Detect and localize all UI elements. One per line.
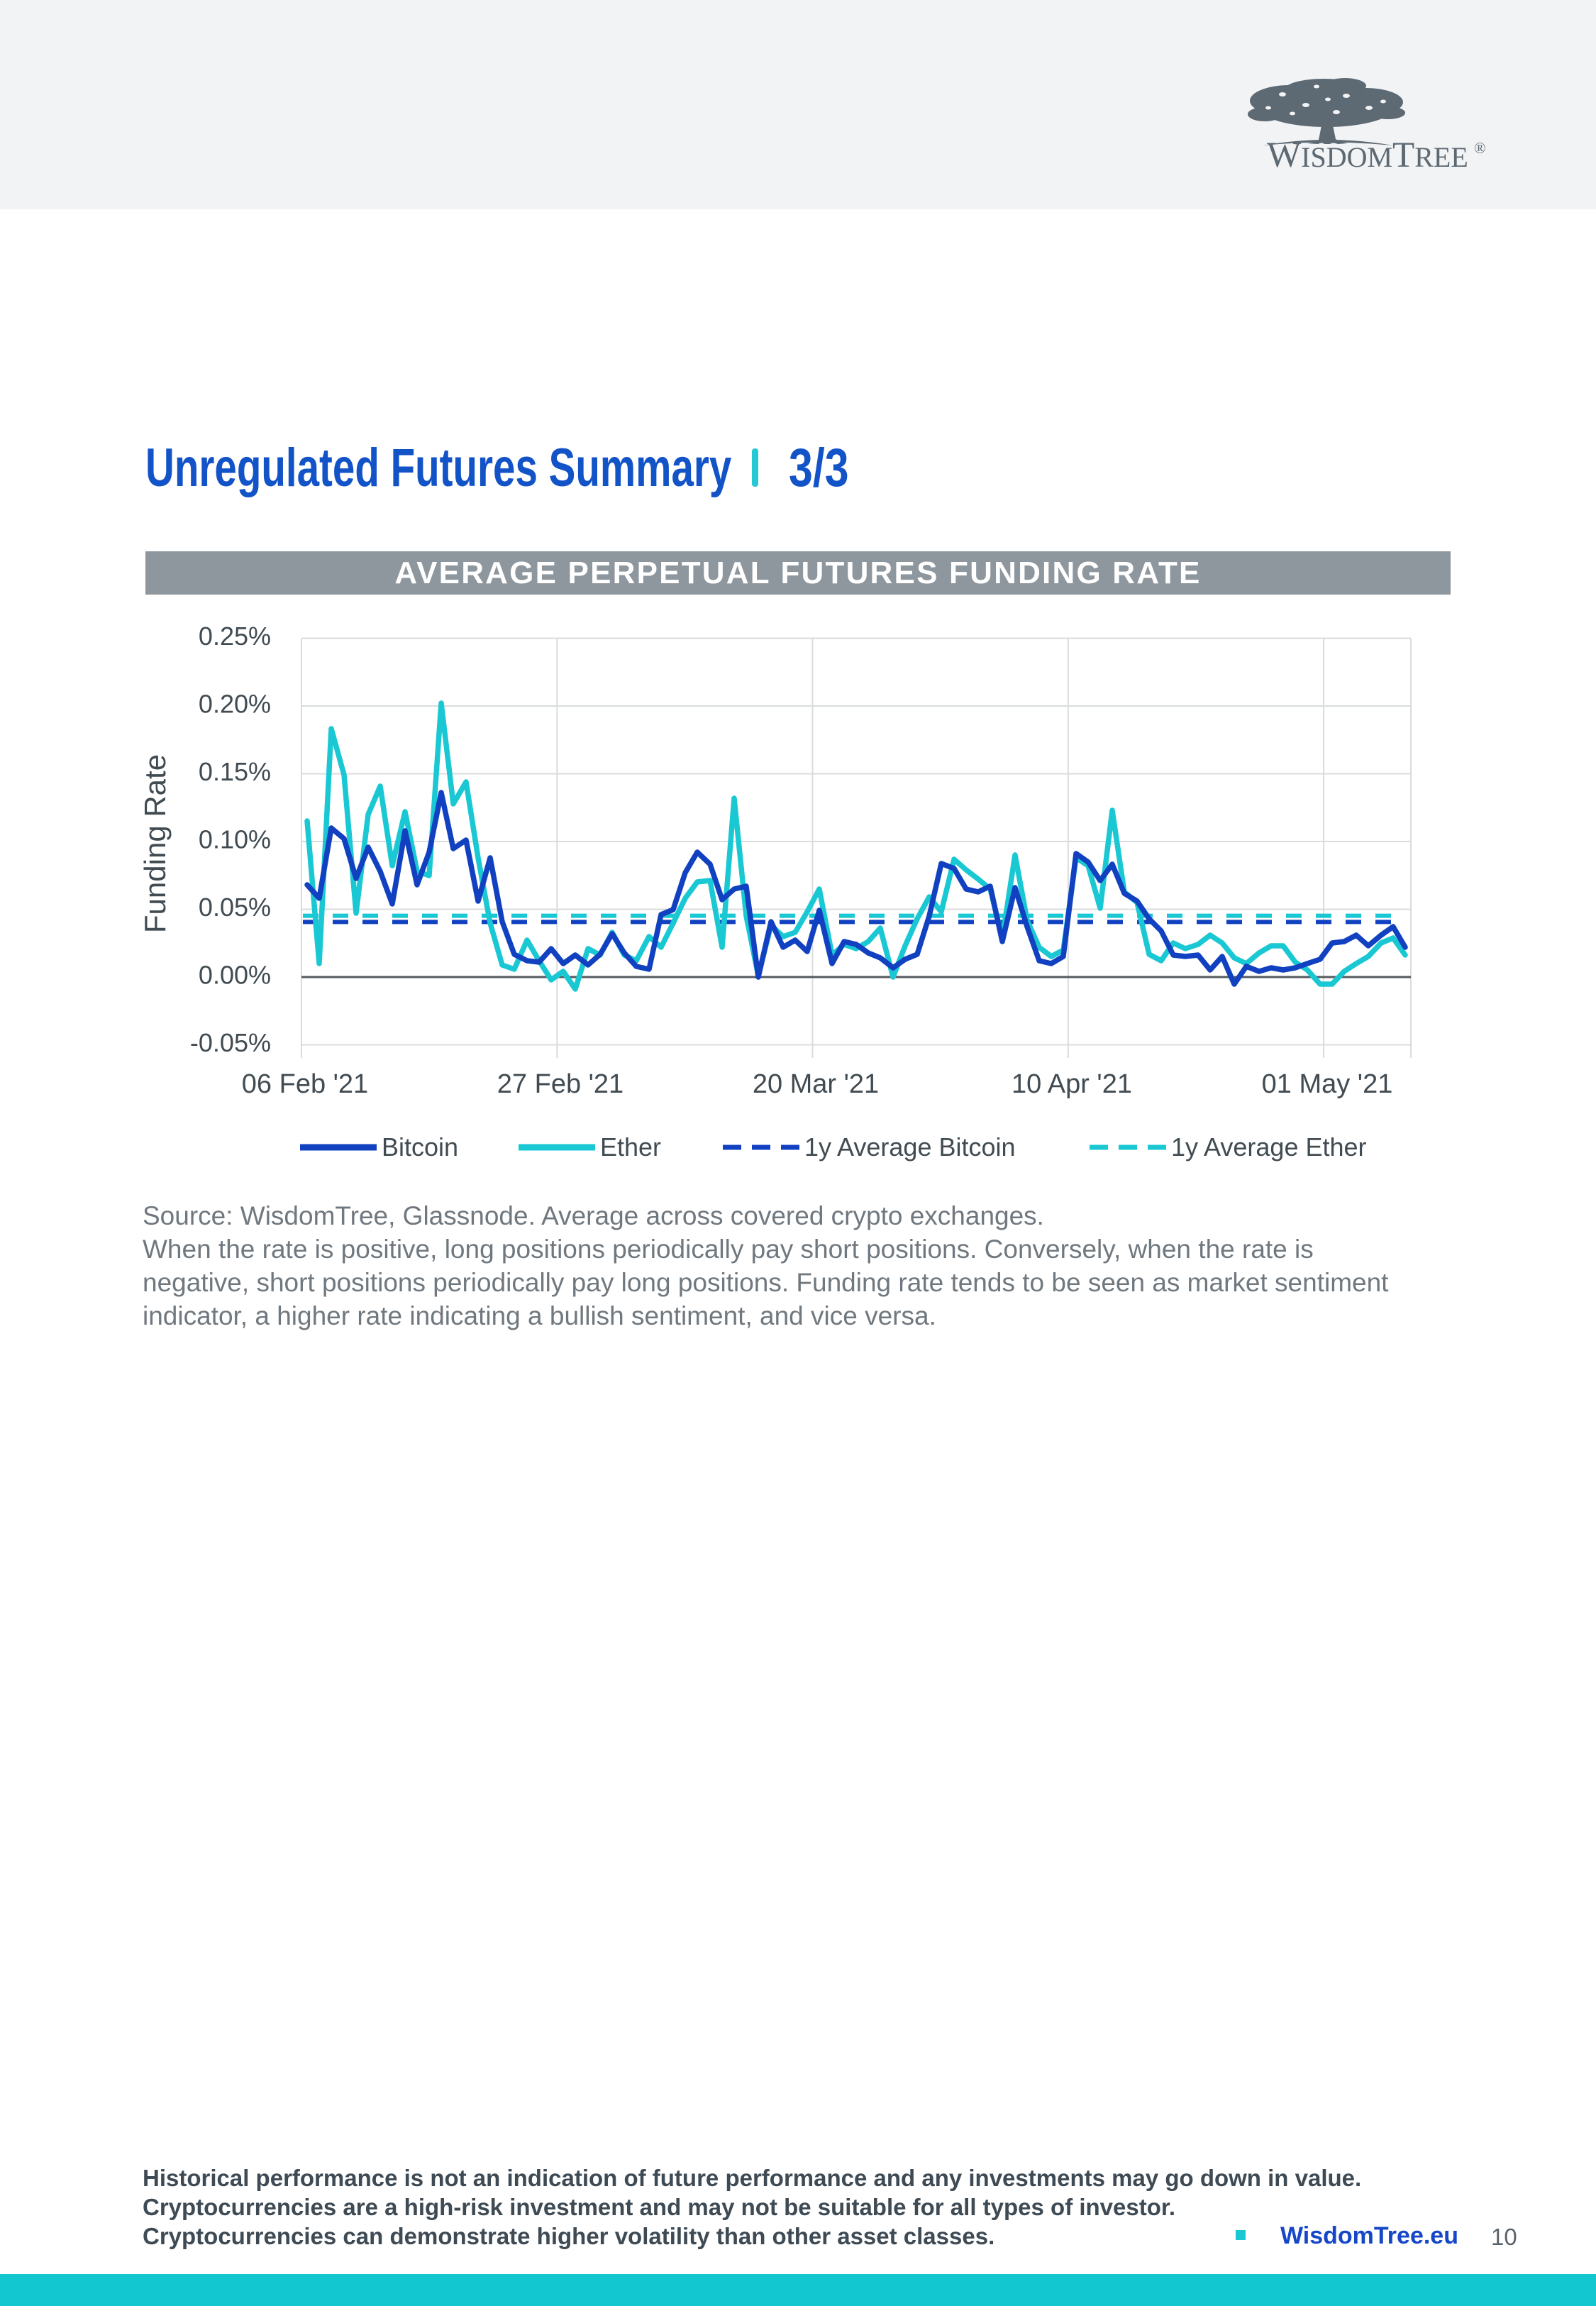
svg-text:01 May '21: 01 May '21 <box>1262 1069 1393 1099</box>
svg-text:20 Mar '21: 20 Mar '21 <box>753 1069 879 1099</box>
svg-text:-0.05%: -0.05% <box>190 1028 271 1057</box>
svg-text:Bitcoin: Bitcoin <box>382 1132 458 1162</box>
svg-text:0.25%: 0.25% <box>199 622 271 651</box>
svg-text:WISDOMTREE: WISDOMTREE <box>1267 136 1468 175</box>
svg-text:0.10%: 0.10% <box>199 825 271 854</box>
svg-text:10 Apr '21: 10 Apr '21 <box>1012 1069 1132 1099</box>
svg-text:1y Average Bitcoin: 1y Average Bitcoin <box>804 1132 1016 1162</box>
svg-text:1y Average Ether: 1y Average Ether <box>1171 1132 1367 1162</box>
svg-text:27 Feb '21: 27 Feb '21 <box>497 1069 624 1099</box>
svg-text:Funding Rate: Funding Rate <box>138 754 172 933</box>
svg-text:®: ® <box>1474 139 1486 157</box>
svg-text:Ether: Ether <box>600 1132 661 1162</box>
svg-text:0.20%: 0.20% <box>199 690 271 719</box>
svg-text:06 Feb '21: 06 Feb '21 <box>242 1069 368 1099</box>
svg-text:0.05%: 0.05% <box>199 893 271 922</box>
svg-text:0.15%: 0.15% <box>199 757 271 786</box>
svg-text:0.00%: 0.00% <box>199 961 271 990</box>
svg-text:AVERAGE PERPETUAL FUTURES FUND: AVERAGE PERPETUAL FUTURES FUNDING RATE <box>394 556 1201 590</box>
